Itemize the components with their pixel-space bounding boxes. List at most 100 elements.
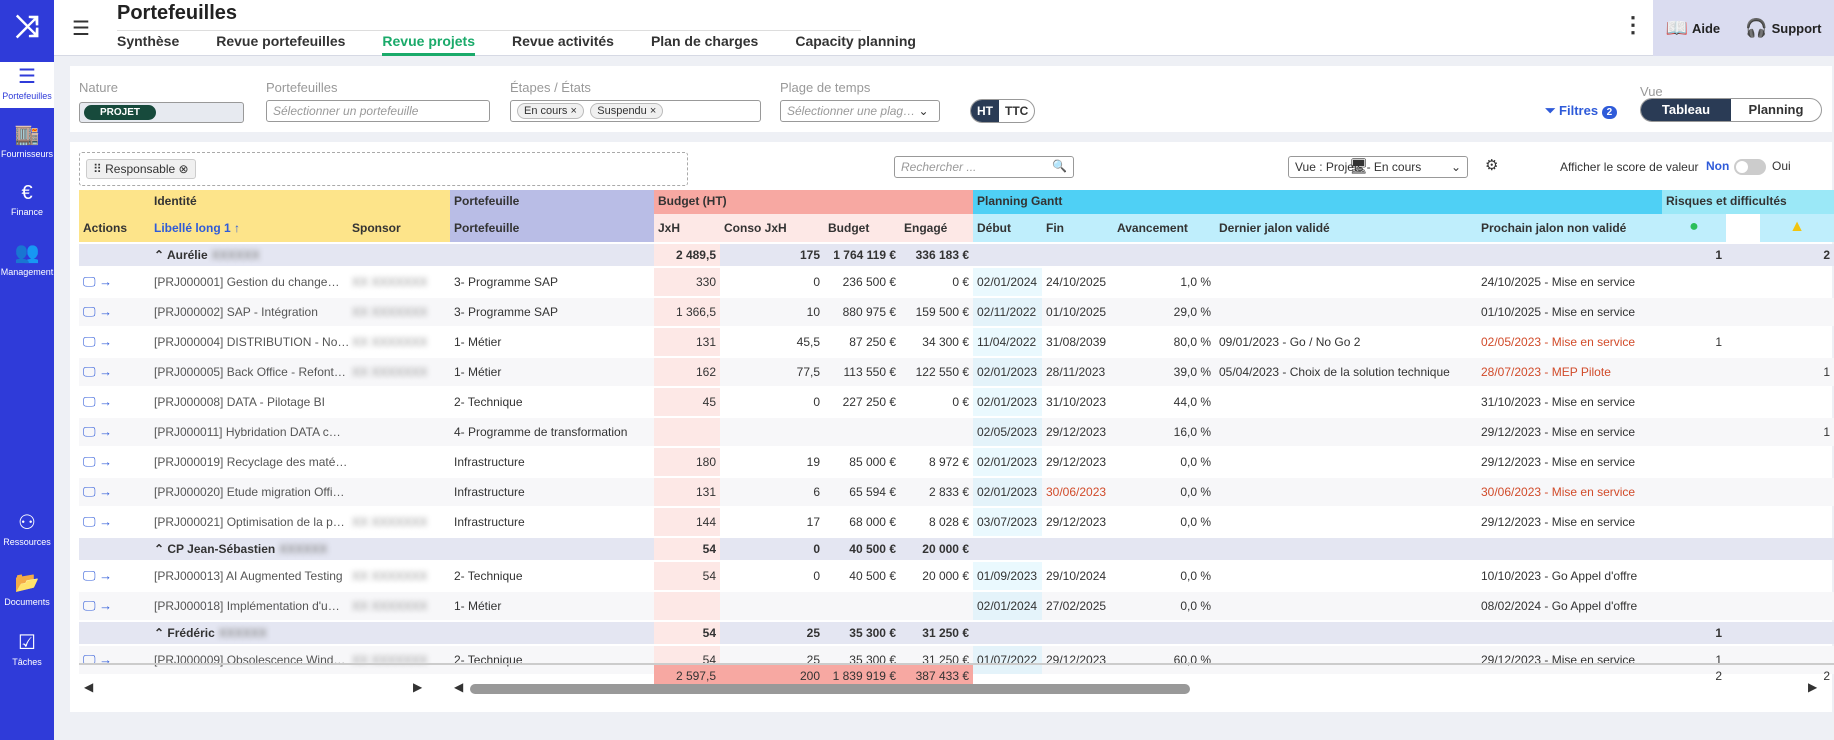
- nature-chip: PROJET: [84, 105, 157, 120]
- column-header-fin[interactable]: Fin: [1042, 214, 1113, 242]
- scroll-left-icon[interactable]: ◀: [454, 680, 464, 694]
- scroll-left-icon[interactable]: ◀: [84, 680, 94, 694]
- etape-chip[interactable]: Suspendu ×: [590, 103, 664, 119]
- open-arrow-icon[interactable]: →: [99, 568, 113, 583]
- app-logo[interactable]: ⤨: [15, 10, 39, 43]
- monitor-icon[interactable]: 🖵: [83, 598, 100, 613]
- portefeuilles-select[interactable]: Sélectionner un portefeuille: [266, 100, 490, 122]
- group-by-zone[interactable]: ⠿ Responsable ⊗: [79, 152, 688, 186]
- open-arrow-icon[interactable]: →: [99, 598, 113, 613]
- sidebar-item-documents[interactable]: 📂 Documents: [0, 568, 54, 612]
- tab-5[interactable]: Capacity planning: [795, 33, 916, 49]
- open-arrow-icon[interactable]: →: [99, 514, 113, 529]
- open-arrow-icon[interactable]: →: [99, 334, 113, 349]
- remove-icon[interactable]: ⊗: [178, 162, 189, 176]
- open-arrow-icon[interactable]: →: [99, 304, 113, 319]
- open-arrow-icon[interactable]: →: [99, 274, 113, 289]
- collapse-icon[interactable]: ⌃: [154, 542, 168, 556]
- open-arrow-icon[interactable]: →: [99, 364, 113, 379]
- vue-toggle[interactable]: Tableau Planning: [1640, 98, 1822, 122]
- sidebar-item-finance[interactable]: € Finance: [0, 178, 54, 222]
- monitor-icon[interactable]: 🖥: [1349, 158, 1369, 175]
- sidebar-item-fournisseurs[interactable]: 🏬 Fournisseurs: [0, 120, 54, 164]
- gear-icon[interactable]: ⚙: [1485, 157, 1499, 174]
- monitor-icon[interactable]: 🖵: [83, 514, 100, 529]
- monitor-icon[interactable]: 🖵: [83, 304, 100, 319]
- column-header-debut[interactable]: Début: [973, 214, 1042, 242]
- monitor-icon[interactable]: 🖵: [83, 274, 100, 289]
- aide-button[interactable]: 📖 Aide: [1665, 17, 1721, 38]
- plage-select[interactable]: Sélectionner une plag… ⌄: [780, 100, 940, 122]
- table-row[interactable]: 🖵 → [PRJ000019] Recyclage des maté… Infras…: [79, 448, 1834, 476]
- monitor-icon[interactable]: 🖵: [83, 568, 100, 583]
- tab-0[interactable]: Synthèse: [117, 33, 180, 49]
- open-arrow-icon[interactable]: →: [99, 484, 113, 499]
- search-icon[interactable]: 🔍: [1052, 159, 1067, 173]
- table-row[interactable]: 🖵 → [PRJ000001] Gestion du change… XX XXXX…: [79, 268, 1834, 296]
- column-header-prochain[interactable]: Prochain jalon non validé: [1477, 214, 1662, 242]
- collapse-icon[interactable]: ⌃: [154, 248, 167, 262]
- monitor-icon[interactable]: 🖵: [83, 484, 100, 499]
- menu-toggle-icon[interactable]: ☰: [72, 18, 90, 40]
- ttc-option[interactable]: TTC: [1005, 104, 1029, 118]
- table-row[interactable]: 🖵 → [PRJ000004] DISTRIBUTION - No… XX XXXX…: [79, 328, 1834, 356]
- sidebar-item-management[interactable]: 👥 Management: [0, 238, 54, 282]
- ht-ttc-toggle[interactable]: HT TTC: [970, 99, 1036, 123]
- column-header-dernier[interactable]: Dernier jalon validé: [1215, 214, 1477, 242]
- column-header-conso[interactable]: Conso JxH: [720, 214, 824, 242]
- group-chip-responsable[interactable]: ⠿ Responsable ⊗: [86, 159, 196, 179]
- sidebar-item-ressources[interactable]: ⚇ Ressources: [0, 508, 54, 552]
- open-arrow-icon[interactable]: →: [99, 424, 113, 439]
- filtres-button[interactable]: ⏷ Filtres 2: [1545, 103, 1618, 119]
- collapse-icon[interactable]: ⌃: [154, 626, 168, 640]
- monitor-icon[interactable]: 🖵: [83, 424, 100, 439]
- table-row[interactable]: 🖵 → [PRJ000013] AI Augmented Testing XX XX…: [79, 562, 1834, 590]
- open-arrow-icon[interactable]: →: [99, 454, 113, 469]
- monitor-icon[interactable]: 🖵: [83, 454, 100, 469]
- monitor-icon[interactable]: 🖵: [83, 334, 100, 349]
- column-header-jxh[interactable]: JxH: [654, 214, 720, 242]
- scroll-right-icon[interactable]: ▶: [1808, 680, 1818, 694]
- score-switch[interactable]: [1734, 159, 1766, 175]
- table-row[interactable]: 🖵 → [PRJ000005] Back Office - Refont… XX X…: [79, 358, 1834, 386]
- monitor-icon[interactable]: 🖵: [83, 394, 100, 409]
- tab-1[interactable]: Revue portefeuilles: [216, 33, 346, 49]
- horizontal-scrollbar[interactable]: [470, 684, 1190, 694]
- table-row[interactable]: 🖵 → [PRJ000021] Optimisation de la p… XX X…: [79, 508, 1834, 536]
- vue-tableau-option[interactable]: Tableau: [1641, 99, 1731, 121]
- column-header-libelle[interactable]: Libellé long 1 ↑: [150, 214, 348, 242]
- tab-4[interactable]: Plan de charges: [650, 33, 759, 49]
- table-row[interactable]: 🖵 → [PRJ000008] DATA - Pilotage BI 2- Tech…: [79, 388, 1834, 416]
- more-options-icon[interactable]: ⋮: [1622, 12, 1644, 37]
- table-row[interactable]: 🖵 → [PRJ000018] Implémentation d'u… XX XXX…: [79, 592, 1834, 620]
- nature-field[interactable]: PROJET: [79, 102, 244, 123]
- column-header-sponsor[interactable]: Sponsor: [348, 214, 450, 242]
- tab-2[interactable]: Revue projets: [382, 33, 475, 56]
- column-header-budget[interactable]: Budget: [824, 214, 900, 242]
- table-row[interactable]: 🖵 → [PRJ000020] Etude migration Offi… Infr…: [79, 478, 1834, 506]
- etapes-select[interactable]: En cours × Suspendu ×: [510, 100, 761, 122]
- column-header-avancement[interactable]: Avancement: [1113, 214, 1215, 242]
- group-name[interactable]: ⌃ Frédéric XXXXXX: [150, 622, 449, 644]
- cell-bud: 40 500 €: [849, 542, 896, 556]
- vue-planning-option[interactable]: Planning: [1748, 102, 1804, 117]
- vue-select[interactable]: Vue : Projets - En cours ⌄: [1288, 156, 1468, 178]
- monitor-icon[interactable]: 🖵: [83, 364, 100, 379]
- support-button[interactable]: 🎧 Support: [1745, 17, 1822, 38]
- group-name[interactable]: ⌃ Aurélie XXXXXX: [150, 244, 449, 266]
- drag-handle-icon[interactable]: ⠿: [93, 162, 102, 176]
- open-arrow-icon[interactable]: →: [99, 394, 113, 409]
- etape-chip[interactable]: En cours ×: [517, 103, 584, 119]
- ht-option[interactable]: HT: [971, 100, 999, 122]
- table-row[interactable]: 🖵 → [PRJ000002] SAP - Intégration XX XXXXX…: [79, 298, 1834, 326]
- column-header-portefeuille[interactable]: Portefeuille: [450, 214, 654, 242]
- tab-3[interactable]: Revue activités: [512, 33, 614, 49]
- search-input[interactable]: Rechercher ... 🔍: [894, 156, 1074, 178]
- scroll-right-icon[interactable]: ▶: [413, 680, 423, 694]
- sidebar-item-portefeuilles[interactable]: ☰ Portefeuilles: [0, 62, 54, 108]
- table-row[interactable]: 🖵 → [PRJ000011] Hybridation DATA c… 4- Pro…: [79, 418, 1834, 446]
- column-header-engage[interactable]: Engagé: [900, 214, 973, 242]
- sidebar-item-taches[interactable]: ☑ Tâches: [0, 628, 54, 672]
- column-header-actions[interactable]: Actions: [79, 214, 150, 242]
- group-name[interactable]: ⌃ CP Jean-Sébastien XXXXXX: [150, 538, 449, 560]
